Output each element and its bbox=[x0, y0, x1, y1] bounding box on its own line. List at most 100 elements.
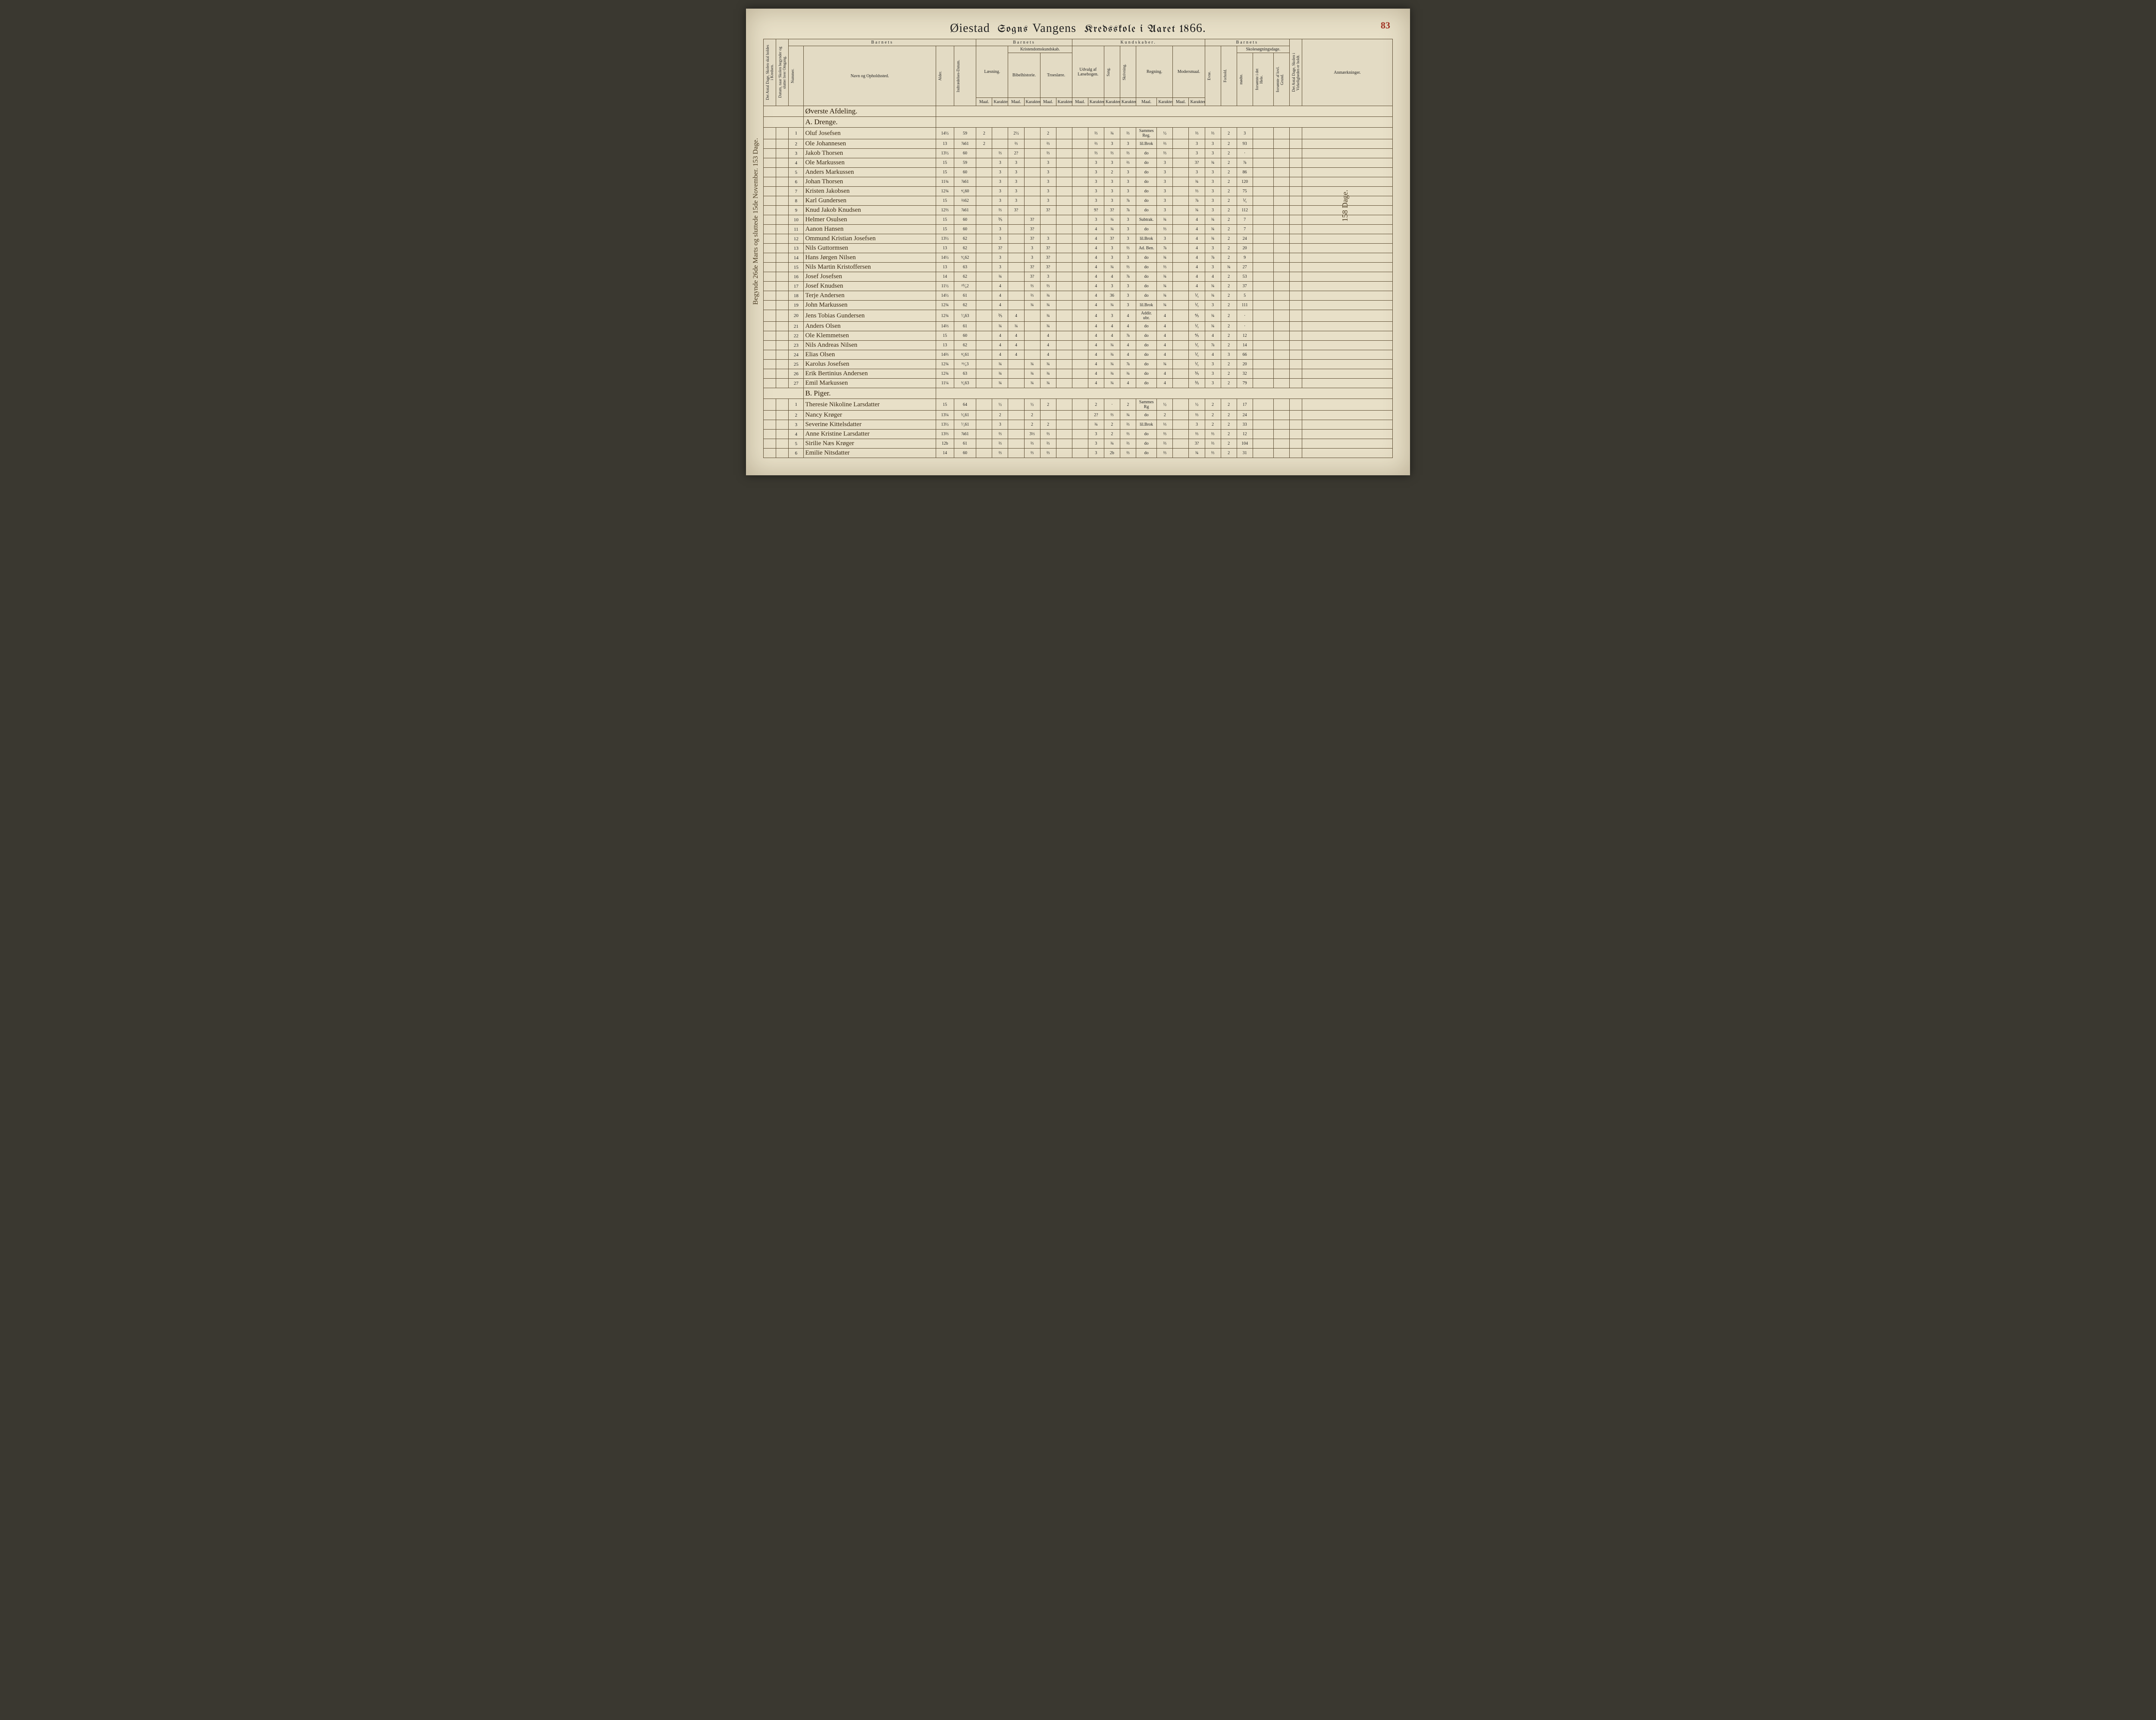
cell bbox=[1274, 360, 1290, 369]
cell: 16 bbox=[789, 272, 804, 282]
cell bbox=[1173, 225, 1189, 234]
cell bbox=[1302, 420, 1393, 430]
cell bbox=[1072, 158, 1088, 168]
cell: ½ bbox=[1189, 399, 1205, 411]
cell: Nils Guttormsen bbox=[804, 244, 936, 253]
hdr-virkelig: Det Antal Dage, Skolen i Virkeligheden e… bbox=[1291, 44, 1301, 101]
cell bbox=[1274, 149, 1290, 158]
table-row: 12Ommund Kristian Josefsen13½6233?343?3l… bbox=[764, 234, 1393, 244]
cell: 4 bbox=[1205, 272, 1221, 282]
cell bbox=[1253, 139, 1273, 149]
cell: ⅔ bbox=[1024, 291, 1040, 301]
cell bbox=[1173, 331, 1189, 341]
cell: ¾ bbox=[992, 360, 1008, 369]
cell: 62 bbox=[954, 341, 976, 350]
cell: 4 bbox=[992, 341, 1008, 350]
table-row: 3Jakob Thorsen13½60⅔2?⅔⅔⅔⅔do⅔332· bbox=[764, 149, 1393, 158]
cell: do bbox=[1136, 263, 1156, 272]
cell: 4 bbox=[1088, 244, 1104, 253]
cell: 4 bbox=[1189, 282, 1205, 291]
cell: 2 bbox=[1104, 430, 1120, 439]
cell: lil.Brok bbox=[1136, 234, 1156, 244]
cell bbox=[776, 187, 789, 196]
cell bbox=[1253, 158, 1273, 168]
cell bbox=[1072, 139, 1088, 149]
cell: 11¾ bbox=[936, 177, 954, 187]
hdr-bibel: Bibelhistorie. bbox=[1008, 53, 1040, 98]
cell bbox=[1290, 420, 1302, 430]
cell bbox=[1072, 420, 1088, 430]
cell bbox=[1056, 215, 1072, 225]
cell bbox=[1290, 379, 1302, 388]
cell: 3 bbox=[1120, 177, 1136, 187]
cell bbox=[1173, 215, 1189, 225]
cell: 3 bbox=[789, 420, 804, 430]
cell: Johan Thorsen bbox=[804, 177, 936, 187]
cell: 3 bbox=[1104, 282, 1120, 291]
cell bbox=[976, 244, 992, 253]
cell: 2 bbox=[1221, 149, 1237, 158]
cell: ¾ bbox=[1040, 379, 1056, 388]
cell: ¾ bbox=[1024, 360, 1040, 369]
cell: ¾ bbox=[1104, 439, 1120, 449]
cell bbox=[776, 430, 789, 439]
cell: 4 bbox=[1205, 350, 1221, 360]
cell: 20 bbox=[789, 310, 804, 322]
cell: 26 bbox=[789, 369, 804, 379]
cell: 4 bbox=[1088, 369, 1104, 379]
cell: ¾ bbox=[1221, 263, 1237, 272]
cell: 3 bbox=[992, 158, 1008, 168]
cell: ⅔ bbox=[1024, 449, 1040, 458]
cell: ⅟₅ bbox=[1189, 301, 1205, 310]
cell bbox=[976, 253, 992, 263]
cell: 3 bbox=[1189, 139, 1205, 149]
cell bbox=[764, 225, 776, 234]
cell: ⅔ bbox=[1205, 439, 1221, 449]
cell: 12¾ bbox=[936, 360, 954, 369]
cell bbox=[992, 128, 1008, 139]
cell bbox=[1253, 253, 1273, 263]
cell bbox=[764, 149, 776, 158]
cell: 24 bbox=[789, 350, 804, 360]
cell bbox=[1253, 282, 1273, 291]
cell: ⅔ bbox=[1157, 149, 1173, 158]
cell bbox=[776, 360, 789, 369]
cell bbox=[764, 360, 776, 369]
cell bbox=[1290, 360, 1302, 369]
cell: ⁴⁄₆60 bbox=[954, 187, 976, 196]
cell bbox=[764, 331, 776, 341]
cell: ⅞ bbox=[1189, 196, 1205, 206]
cell: 15 bbox=[936, 225, 954, 234]
cell bbox=[1274, 331, 1290, 341]
cell: 4 bbox=[1120, 341, 1136, 350]
cell bbox=[1253, 369, 1273, 379]
cell bbox=[976, 430, 992, 439]
cell: 27 bbox=[789, 379, 804, 388]
cell: 3 bbox=[1205, 196, 1221, 206]
cell bbox=[1008, 399, 1024, 411]
cell: do bbox=[1136, 282, 1156, 291]
cell: 23 bbox=[789, 341, 804, 350]
cell: 2 bbox=[1024, 411, 1040, 420]
hdr-barnets3: Barnets bbox=[1205, 39, 1290, 46]
cell: 33 bbox=[1237, 420, 1253, 430]
cell bbox=[776, 263, 789, 272]
cell: 3 bbox=[1104, 187, 1120, 196]
cell: 4 bbox=[1040, 331, 1056, 341]
cell: 4 bbox=[992, 282, 1008, 291]
cell: · bbox=[1237, 149, 1253, 158]
cell: ¾ bbox=[1040, 310, 1056, 322]
cell: 13 bbox=[936, 263, 954, 272]
cell: do bbox=[1136, 253, 1156, 263]
cell bbox=[1173, 399, 1189, 411]
cell: 3 bbox=[1024, 253, 1040, 263]
cell: Jakob Thorsen bbox=[804, 149, 936, 158]
cell: 2 bbox=[976, 128, 992, 139]
cell: 3 bbox=[992, 420, 1008, 430]
cell bbox=[1024, 322, 1040, 331]
cell: 3 bbox=[1120, 282, 1136, 291]
cell bbox=[1056, 187, 1072, 196]
cell: ¾ bbox=[1040, 291, 1056, 301]
cell: Karolus Josefsen bbox=[804, 360, 936, 369]
cell: 4 bbox=[1040, 341, 1056, 350]
